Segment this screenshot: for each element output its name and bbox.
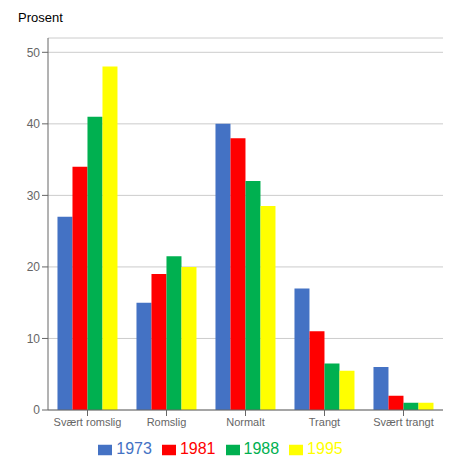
html-text:1981: 1981 xyxy=(179,440,216,457)
svg-text:Svært romslig: Svært romslig xyxy=(54,416,122,428)
svg-text:Normalt: Normalt xyxy=(226,416,265,428)
svg-text:40: 40 xyxy=(27,117,41,131)
html-text:1995: 1995 xyxy=(307,440,343,457)
html-text:Prosent: Prosent xyxy=(18,10,63,25)
svg-text:0: 0 xyxy=(33,403,40,417)
svg-text:20: 20 xyxy=(27,260,41,274)
svg-text:10: 10 xyxy=(27,332,41,346)
svg-text:30: 30 xyxy=(27,189,41,203)
html-text:1973: 1973 xyxy=(116,440,152,457)
svg-text:50: 50 xyxy=(27,46,41,60)
svg-text:Trangt: Trangt xyxy=(309,416,340,428)
html-text:1988: 1988 xyxy=(243,440,280,457)
svg-text:Svært trangt: Svært trangt xyxy=(373,416,434,428)
svg-text:Romslig: Romslig xyxy=(147,416,187,428)
